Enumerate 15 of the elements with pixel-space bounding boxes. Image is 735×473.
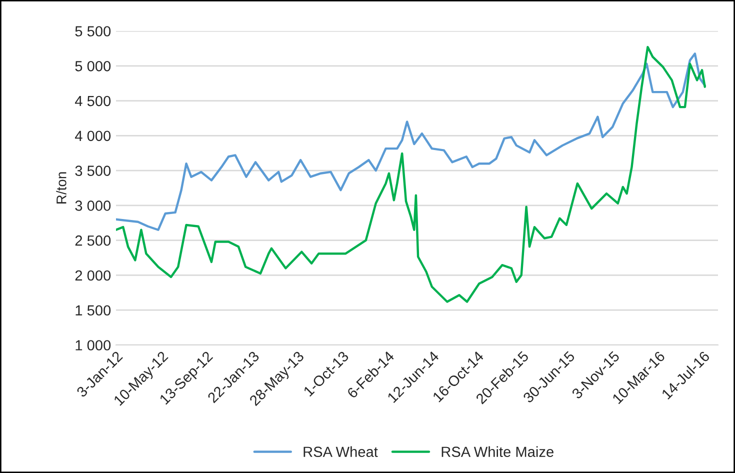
- y-tick-label: 2 000: [75, 270, 111, 281]
- legend-label: RSA White Maize: [442, 446, 554, 457]
- y-tick-label: 3 500: [75, 166, 111, 176]
- y-tick-label: 3 000: [75, 200, 111, 211]
- y-tick-label: 2 500: [75, 235, 111, 246]
- line-series: [116, 52, 706, 231]
- legend-label: RSA Wheat: [304, 446, 378, 457]
- y-tick-label: 4 000: [74, 130, 111, 142]
- y-tick-label: 5 000: [75, 60, 111, 72]
- y-tick-label: 1 500: [76, 305, 111, 316]
- y-tick-label: 4 500: [74, 96, 111, 106]
- y-axis-title: R/ton: [56, 172, 66, 204]
- y-tick-label: 5 500: [75, 26, 111, 36]
- line-series: [116, 46, 706, 303]
- y-tick-label: 1 000: [76, 340, 111, 350]
